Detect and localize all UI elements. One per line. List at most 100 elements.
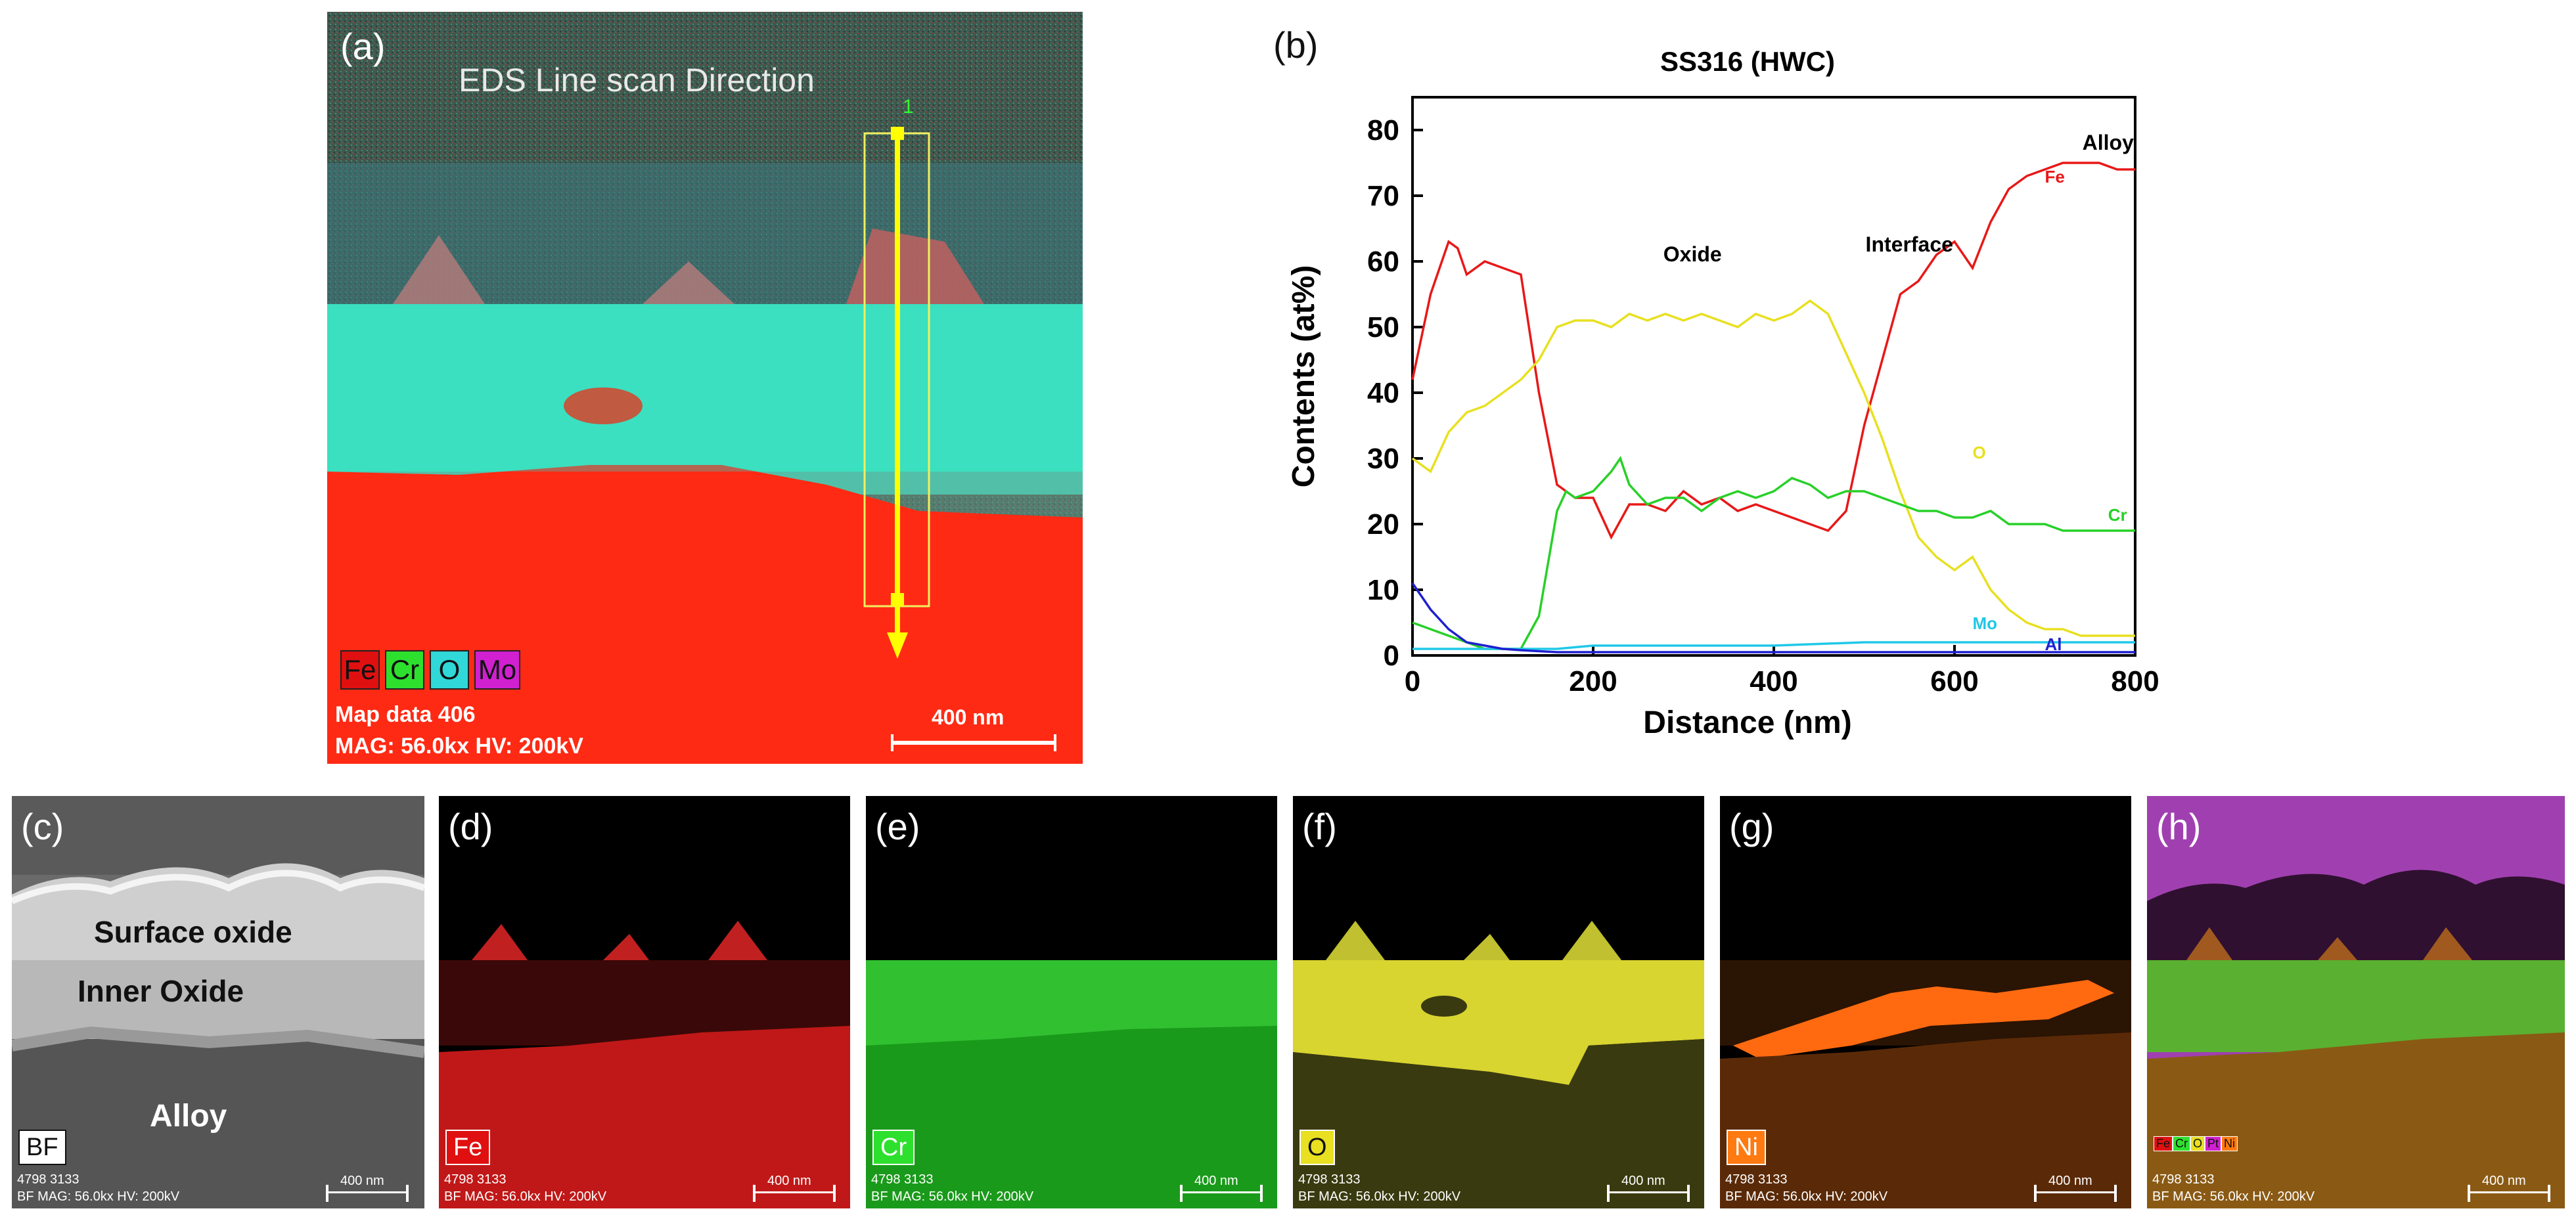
panel-d-fe-map: (d) Fe 4798 3133 BF MAG: 56.0kx HV: 200k… <box>439 796 850 1208</box>
overlay-legend: Fe Cr O Pt Ni <box>2154 1136 2238 1151</box>
panel-a-eds-map: (a) EDS Line scan Direction 1 Fe Cr O Mo Ma… <box>327 12 1083 764</box>
mag-hv-label: BF MAG: 56.0kx HV: 200kV <box>2152 1189 2315 1204</box>
y-tick-label: 70 <box>1367 180 1399 212</box>
marker-number: 1 <box>903 96 914 118</box>
scale-text: 400 nm <box>767 1174 811 1188</box>
y-tick-label: 40 <box>1367 377 1399 409</box>
scale-text: 400 nm <box>2482 1174 2526 1188</box>
fe-tag: Fe <box>445 1130 491 1165</box>
surface-oxide-label: Surface oxide <box>94 915 292 949</box>
series-line-al <box>1411 583 2135 653</box>
mag-hv-label: BF MAG: 56.0kx HV: 200kV <box>1298 1189 1461 1204</box>
image-id: 4798 3133 <box>1298 1172 1361 1187</box>
panel-f-o-map: (f) O 4798 3133 BF MAG: 56.0kx HV: 200kV… <box>1293 796 1704 1208</box>
x-tick-label: 600 <box>1930 665 1978 697</box>
line-scan-chart: 0 200 400 600 800 0 10 20 30 40 50 60 70 80 SS316 (HWC… <box>1286 46 2159 740</box>
chart-title: SS316 (HWC) <box>1660 46 1835 77</box>
y-axis-label: Contents (at%) <box>1286 265 1321 488</box>
x-axis-label: Distance (nm) <box>1643 705 1851 740</box>
legend-fe: Fe <box>2154 1136 2173 1151</box>
scale-text: 400 nm <box>1194 1174 1238 1188</box>
panel-a-image <box>327 12 1083 764</box>
ni-map-image <box>1720 960 2131 1208</box>
cr-map-image <box>866 960 1277 1208</box>
panel-label: (f) <box>1302 806 1337 847</box>
bf-tag: BF <box>18 1130 66 1165</box>
x-tick-label: 400 <box>1750 665 1797 697</box>
series-line-mo <box>1412 641 2135 650</box>
y-tick-label: 20 <box>1367 508 1399 541</box>
series-line-fe <box>1411 162 2135 540</box>
image-id: 4798 3133 <box>17 1172 79 1187</box>
legend-pt: Pt <box>2205 1136 2222 1151</box>
scale-bar <box>2468 1185 2550 1202</box>
legend-cr: Cr <box>2173 1136 2191 1151</box>
y-tick-label: 50 <box>1367 311 1399 343</box>
y-tick-label: 80 <box>1367 114 1399 146</box>
scale-text: 400 nm <box>932 705 1005 729</box>
fe-map-image <box>439 921 850 1208</box>
image-id: 4798 3133 <box>871 1172 934 1187</box>
mag-hv-label: BF MAG: 56.0kx HV: 200kV <box>1725 1189 1888 1204</box>
legend-o: O <box>2190 1136 2205 1151</box>
o-map-image <box>1293 921 1704 1208</box>
annotation-oxide: Oxide <box>1663 242 1722 266</box>
cr-tag: Cr <box>872 1130 915 1165</box>
overlay-map-image <box>2147 870 2565 1208</box>
y-tick-label: 60 <box>1367 246 1399 278</box>
panel-label: (c) <box>21 806 64 847</box>
scale-bar <box>326 1185 409 1202</box>
x-tick-label: 800 <box>2111 665 2159 697</box>
image-id: 4798 3133 <box>444 1172 507 1187</box>
bf-image <box>12 796 424 1208</box>
line-scan-title: EDS Line scan Direction <box>459 62 815 99</box>
series-label-o: O <box>1973 443 1986 462</box>
panel-label: (g) <box>1729 806 1774 847</box>
x-tick-label: 0 <box>1405 665 1420 697</box>
mag-hv-label: BF MAG: 56.0kx HV: 200kV <box>444 1189 607 1204</box>
inner-oxide-label: Inner Oxide <box>78 974 244 1008</box>
panel-e-cr-map: (e) Cr 4798 3133 BF MAG: 56.0kx HV: 200k… <box>866 796 1277 1208</box>
panel-label: (h) <box>2156 806 2202 847</box>
scale-text: 400 nm <box>1621 1174 1665 1188</box>
legend-fe: Fe <box>340 650 380 690</box>
series-label-cr: Cr <box>2108 505 2127 525</box>
legend-o: O <box>430 650 469 690</box>
scale-bar <box>753 1185 836 1202</box>
mag-hv-label: BF MAG: 56.0kx HV: 200kV <box>17 1189 180 1204</box>
mag-hv-label: BF MAG: 56.0kx HV: 200kV <box>871 1189 1034 1204</box>
mag-hv-label: MAG: 56.0kx HV: 200kV <box>335 734 583 759</box>
ni-tag: Ni <box>1727 1130 1766 1165</box>
annotation-alloy: Alloy <box>2083 131 2134 154</box>
x-tick-label: 200 <box>1569 665 1617 697</box>
scale-bar <box>1607 1185 1690 1202</box>
o-tag: O <box>1299 1130 1335 1165</box>
image-id: 4798 3133 <box>2152 1172 2215 1187</box>
panel-h-overlay-map: (h) Fe Cr O Pt Ni 4798 3133 BF MAG: 56.0kx H… <box>2147 796 2565 1208</box>
image-id: 4798 3133 <box>1725 1172 1788 1187</box>
y-tick-label: 0 <box>1384 640 1399 672</box>
panel-label: (b) <box>1273 24 1319 66</box>
annotation-interface: Interface <box>1866 232 1953 256</box>
series-label-al: Al <box>2045 634 2062 654</box>
scale-text: 400 nm <box>340 1174 384 1188</box>
panel-label: (e) <box>875 806 920 847</box>
panel-label: (a) <box>340 26 386 67</box>
panel-c-bf-image: (c) Surface oxide Inner Oxide Alloy BF 4… <box>12 796 424 1208</box>
alloy-label: Alloy <box>150 1099 227 1134</box>
legend-mo: Mo <box>474 650 520 690</box>
scale-bar <box>2034 1185 2117 1202</box>
legend-ni: Ni <box>2221 1136 2238 1151</box>
series-label-mo: Mo <box>1973 613 1998 633</box>
scale-bar <box>891 734 1056 751</box>
series-label-fe: Fe <box>2045 167 2065 187</box>
y-tick-label: 30 <box>1367 443 1399 475</box>
panel-b-line-scan-chart: (b) 0 200 400 600 800 0 10 20 30 40 50 60 70 80 SS316 … <box>1248 12 2168 774</box>
plot-frame <box>1411 96 2136 657</box>
series-line-o <box>1411 299 2135 637</box>
scale-text: 400 nm <box>2048 1174 2092 1188</box>
panel-label: (d) <box>448 806 493 847</box>
y-tick-label: 10 <box>1367 574 1399 606</box>
series-line-cr <box>1412 456 2135 650</box>
element-legend: Fe Cr O Mo <box>340 650 526 690</box>
